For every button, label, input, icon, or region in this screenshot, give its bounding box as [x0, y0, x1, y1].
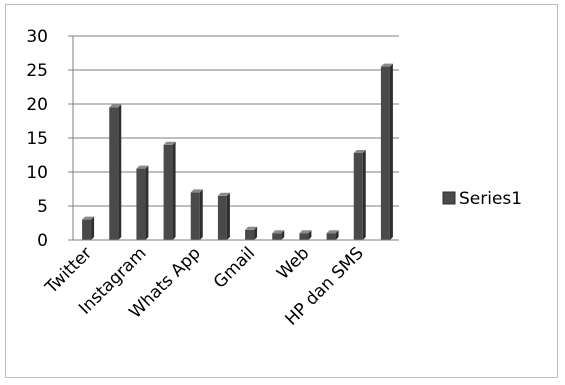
bar-side	[118, 104, 122, 241]
bar	[245, 226, 258, 240]
bar-face	[82, 219, 92, 240]
bar	[380, 63, 393, 240]
x-tick-label: Twitter	[41, 243, 96, 298]
bar-face	[163, 144, 173, 240]
bar-top	[299, 230, 312, 234]
bar-side	[281, 230, 285, 240]
y-tick-label: 25	[26, 61, 48, 81]
bar-side	[362, 149, 366, 240]
bar-top	[353, 149, 366, 153]
bar	[109, 104, 122, 241]
bar-side	[335, 230, 339, 240]
bar-face	[245, 229, 255, 240]
x-tick-label: Web	[273, 243, 313, 283]
bar-top	[136, 165, 149, 169]
bar-side	[308, 230, 312, 240]
bar-top	[380, 63, 393, 67]
bar-side	[389, 63, 393, 240]
bar-side	[91, 216, 95, 240]
axes	[68, 36, 399, 241]
bar-side	[172, 141, 176, 240]
legend-label-series1: Series1	[459, 189, 522, 209]
bar	[299, 230, 312, 240]
legend: Series1	[442, 189, 522, 209]
x-tick-label: Gmail	[210, 243, 259, 292]
y-tick-label: 0	[37, 231, 48, 251]
bar-face	[217, 195, 227, 240]
bar-side	[199, 189, 203, 240]
bar-face	[299, 233, 309, 240]
bar	[217, 192, 230, 240]
bar-face	[136, 168, 146, 240]
bar-top	[326, 230, 339, 234]
bars	[82, 63, 393, 241]
bar-top	[163, 141, 176, 145]
bar-side	[254, 226, 258, 240]
bar-face	[380, 66, 390, 240]
y-axis-tick-labels: 0 5 10 15 20 25 30	[26, 27, 48, 251]
bar-top	[245, 226, 258, 230]
gridlines	[68, 35, 399, 207]
bar-side	[226, 192, 230, 240]
chart-frame: 0 5 10 15 20 25 30 Twitter Instagram Whats App Gm…	[5, 4, 558, 378]
bar-top	[109, 104, 122, 108]
bar	[326, 230, 339, 240]
bar-face	[272, 233, 282, 240]
bar-face	[109, 107, 119, 241]
y-tick-label: 10	[26, 163, 48, 183]
y-tick-label: 5	[37, 197, 48, 217]
bar-face	[353, 152, 363, 240]
bar	[163, 141, 176, 240]
y-tick-label: 15	[26, 129, 48, 149]
y-tick-label: 30	[26, 27, 48, 47]
bar-face	[326, 233, 336, 240]
bar	[272, 230, 285, 240]
bar	[353, 149, 366, 240]
y-tick-label: 20	[26, 95, 48, 115]
bar-top	[217, 192, 230, 196]
bar-face	[190, 192, 200, 240]
bar	[190, 189, 203, 240]
bar-top	[82, 216, 95, 220]
bar-top	[272, 230, 285, 234]
bar-top	[190, 189, 203, 193]
bar-side	[145, 165, 149, 240]
bar	[82, 216, 95, 240]
legend-swatch-series1	[442, 191, 456, 205]
bar	[136, 165, 149, 240]
